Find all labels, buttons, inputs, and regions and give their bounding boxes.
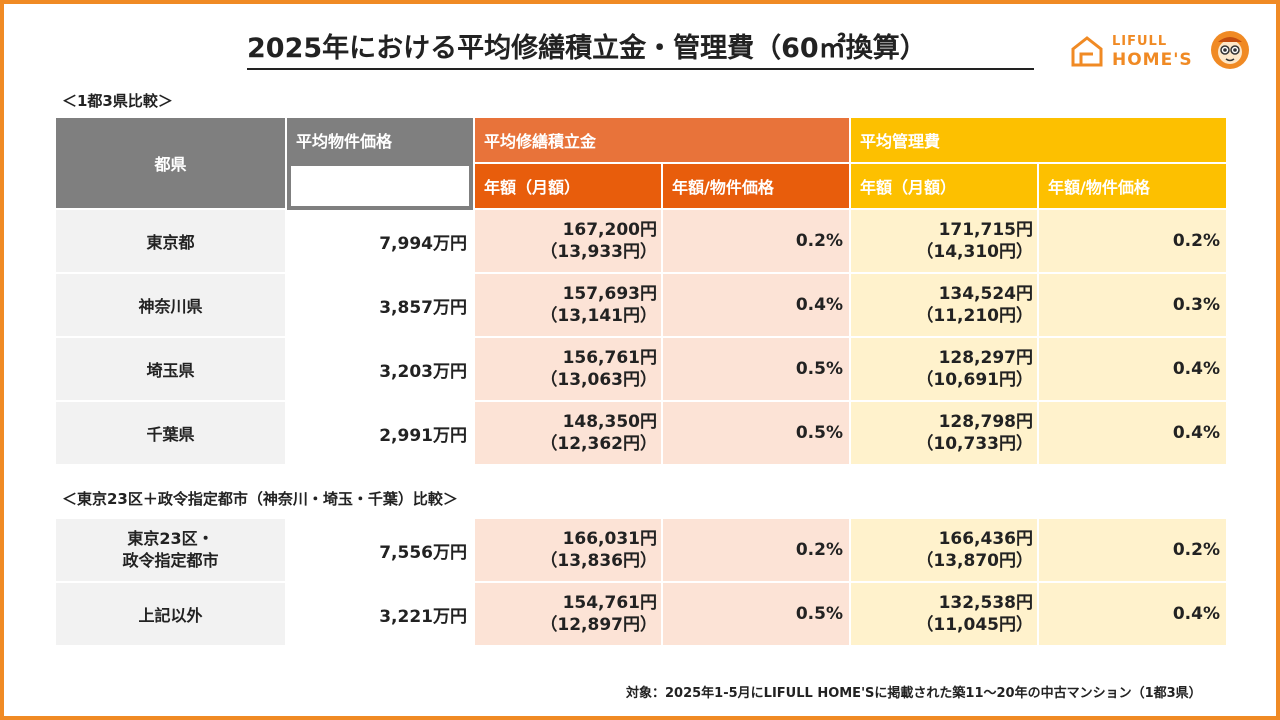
repair-ratio-cell: 0.2% (663, 519, 849, 581)
row-label: 埼玉県 (56, 338, 285, 400)
mgmt-monthly: （11,210円） (916, 306, 1033, 326)
repair-annual: 156,761円 (562, 348, 657, 368)
lifull-logo: LIFULL HOME'S (1070, 30, 1256, 74)
mgmt-ratio-cell: 0.3% (1039, 274, 1226, 336)
repair-amount-cell: 148,350円 （12,362円） (475, 402, 661, 464)
mgmt-monthly: （11,045円） (916, 615, 1033, 635)
repair-monthly: （13,836円） (540, 551, 657, 571)
repair-amount-cell: 167,200円 （13,933円） (475, 210, 661, 272)
header-region: 都県 (56, 118, 285, 208)
row-label: 東京23区・ 政令指定都市 (56, 519, 285, 581)
header-price-blank (287, 162, 473, 210)
repair-amount-cell: 157,693円 （13,141円） (475, 274, 661, 336)
repair-monthly: （13,933円） (540, 242, 657, 262)
mgmt-annual: 132,538円 (938, 593, 1033, 613)
price-cell: 3,857万円 (287, 274, 473, 336)
header-repair-ratio: 年額/物件価格 (663, 164, 849, 208)
row-label: 千葉県 (56, 402, 285, 464)
mgmt-amount-cell: 128,297円 （10,691円） (851, 338, 1037, 400)
header-mgmt-annual: 年額（月額） (851, 164, 1037, 208)
repair-monthly: （12,897円） (540, 615, 657, 635)
header-repair-annual: 年額（月額） (475, 164, 661, 208)
mgmt-amount-cell: 166,436円 （13,870円） (851, 519, 1037, 581)
mgmt-monthly: （10,733円） (916, 434, 1033, 454)
header-mgmt: 平均管理費 (851, 118, 1226, 162)
mgmt-ratio-cell: 0.4% (1039, 402, 1226, 464)
header-price: 平均物件価格 (287, 118, 473, 162)
mgmt-annual: 166,436円 (938, 529, 1033, 549)
row-label: 上記以外 (56, 583, 285, 645)
section-label-1: ＜1都3県比較＞ (62, 92, 173, 110)
section-label-2: ＜東京23区＋政令指定都市（神奈川・埼玉・千葉）比較＞ (62, 490, 458, 508)
footnote: 対象：2025年1-5月にLIFULL HOME'Sに掲載された築11～20年の… (626, 686, 1202, 701)
price-cell: 3,221万円 (287, 583, 473, 645)
mgmt-monthly: （14,310円） (916, 242, 1033, 262)
mgmt-amount-cell: 128,798円 （10,733円） (851, 402, 1037, 464)
repair-ratio-cell: 0.5% (663, 402, 849, 464)
repair-ratio-cell: 0.2% (663, 210, 849, 272)
mgmt-monthly: （13,870円） (916, 551, 1033, 571)
mgmt-annual: 134,524円 (938, 284, 1033, 304)
repair-monthly: （13,141円） (540, 306, 657, 326)
row-label-line2: 政令指定都市 (122, 551, 219, 570)
row-label-line1: 東京23区・ (127, 529, 214, 548)
repair-monthly: （12,362円） (540, 434, 657, 454)
logo-text-bottom: HOME'S (1112, 50, 1193, 70)
logo-text-top: LIFULL (1112, 34, 1168, 49)
mgmt-annual: 171,715円 (938, 220, 1033, 240)
price-cell: 7,994万円 (287, 210, 473, 272)
repair-annual: 167,200円 (562, 220, 657, 240)
mgmt-ratio-cell: 0.2% (1039, 519, 1226, 581)
mascot-icon (1211, 31, 1249, 69)
mgmt-amount-cell: 171,715円 （14,310円） (851, 210, 1037, 272)
header-repair: 平均修繕積立金 (475, 118, 849, 162)
repair-ratio-cell: 0.5% (663, 338, 849, 400)
price-cell: 2,991万円 (287, 402, 473, 464)
repair-amount-cell: 156,761円 （13,063円） (475, 338, 661, 400)
repair-annual: 166,031円 (562, 529, 657, 549)
mgmt-annual: 128,297円 (938, 348, 1033, 368)
mgmt-ratio-cell: 0.4% (1039, 583, 1226, 645)
mgmt-amount-cell: 132,538円 （11,045円） (851, 583, 1037, 645)
repair-amount-cell: 166,031円 （13,836円） (475, 519, 661, 581)
page-title: 2025年における平均修繕積立金・管理費（60㎡換算） (247, 26, 1034, 70)
repair-annual: 157,693円 (562, 284, 657, 304)
mgmt-annual: 128,798円 (938, 412, 1033, 432)
house-logo-icon (1071, 36, 1103, 67)
repair-ratio-cell: 0.5% (663, 583, 849, 645)
price-cell: 7,556万円 (287, 519, 473, 581)
header-mgmt-ratio: 年額/物件価格 (1039, 164, 1226, 208)
mgmt-monthly: （10,691円） (916, 370, 1033, 390)
repair-annual: 154,761円 (562, 593, 657, 613)
row-label: 東京都 (56, 210, 285, 272)
repair-amount-cell: 154,761円 （12,897円） (475, 583, 661, 645)
mgmt-ratio-cell: 0.2% (1039, 210, 1226, 272)
row-label: 神奈川県 (56, 274, 285, 336)
price-cell: 3,203万円 (287, 338, 473, 400)
mgmt-ratio-cell: 0.4% (1039, 338, 1226, 400)
repair-annual: 148,350円 (562, 412, 657, 432)
repair-ratio-cell: 0.4% (663, 274, 849, 336)
repair-monthly: （13,063円） (540, 370, 657, 390)
mgmt-amount-cell: 134,524円 （11,210円） (851, 274, 1037, 336)
